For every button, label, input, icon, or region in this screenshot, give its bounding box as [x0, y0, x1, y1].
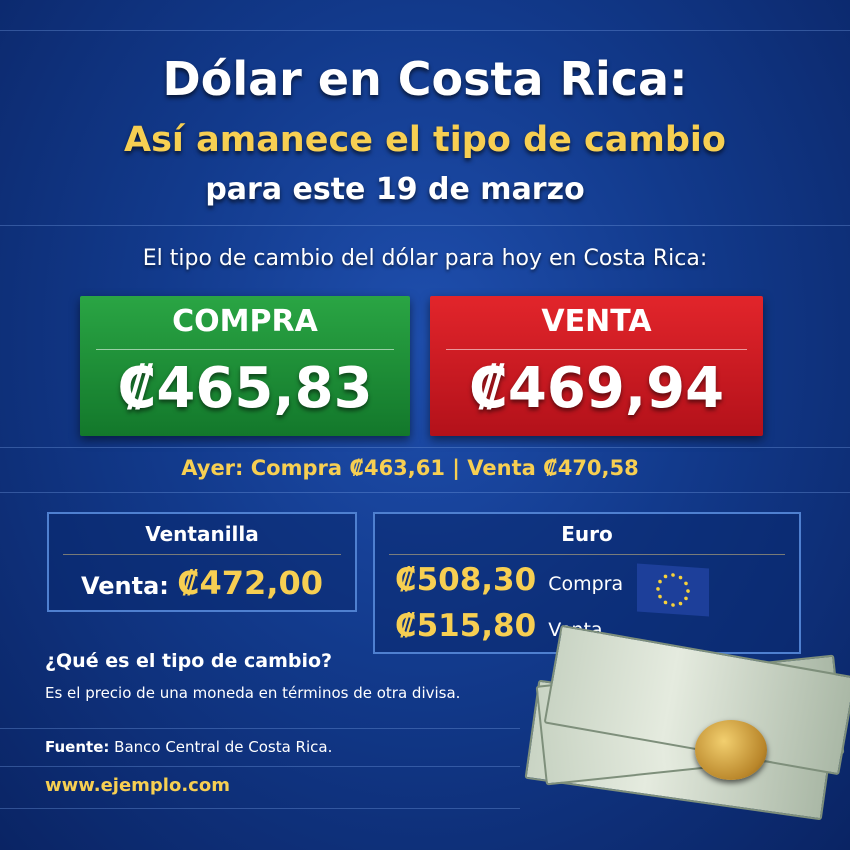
info-question: ¿Qué es el tipo de cambio? [45, 650, 333, 672]
divider [63, 554, 341, 555]
star-icon [663, 600, 668, 605]
divider [0, 808, 520, 809]
money-image [520, 624, 850, 830]
star-icon [671, 573, 675, 577]
divider [0, 447, 850, 448]
euro-venta-value: ₡515,80 [395, 608, 537, 644]
venta-card: VENTA ₡469,94 [430, 296, 763, 436]
divider [0, 30, 850, 31]
star-icon [656, 587, 660, 591]
website-link[interactable]: www.ejemplo.com [45, 775, 230, 796]
source-line: Fuente: Banco Central de Costa Rica. [45, 738, 332, 756]
star-icon [684, 581, 688, 586]
divider [389, 554, 785, 555]
divider [96, 349, 394, 350]
date-line: para este 19 de marzo [205, 172, 585, 207]
coin-icon [695, 720, 767, 780]
intro-text: El tipo de cambio del dólar para hoy en … [142, 246, 708, 271]
yesterday-rates: Ayer: Compra ₡463,61 | Venta ₡470,58 [181, 456, 639, 480]
divider [446, 349, 747, 350]
star-icon [684, 596, 688, 601]
star-icon [678, 575, 683, 580]
venta-label: VENTA [541, 304, 652, 339]
info-answer: Es el precio de una moneda en términos d… [45, 684, 461, 702]
euro-title: Euro [561, 522, 613, 546]
venta-value: ₡469,94 [468, 356, 725, 421]
ventanilla-row: Venta: ₡472,00 [49, 564, 355, 602]
ventanilla-label: Venta: [81, 572, 169, 600]
divider [0, 728, 520, 729]
compra-value: ₡465,83 [117, 356, 373, 421]
star-icon [663, 574, 668, 579]
star-icon [671, 603, 675, 607]
euro-compra-row: ₡508,30 Compra [395, 562, 623, 598]
compra-label: COMPRA [172, 304, 318, 339]
star-icon [658, 594, 662, 599]
ventanilla-title: Ventanilla [145, 522, 259, 546]
ventanilla-value: ₡472,00 [177, 564, 323, 602]
divider [0, 225, 850, 226]
euro-compra-label: Compra [548, 573, 624, 595]
page-subtitle: Así amanece el tipo de cambio [124, 120, 726, 160]
compra-card: COMPRA ₡465,83 [80, 296, 410, 436]
euro-panel: Euro ₡508,30 Compra ₡515,80 Venta [373, 512, 801, 654]
eu-flag-icon [637, 563, 709, 617]
star-icon [686, 589, 690, 593]
euro-compra-value: ₡508,30 [395, 562, 537, 598]
divider [0, 766, 520, 767]
star-icon [678, 601, 683, 606]
page-title: Dólar en Costa Rica: [162, 52, 688, 106]
divider [0, 492, 850, 493]
star-icon [658, 579, 662, 584]
ventanilla-panel: Ventanilla Venta: ₡472,00 [47, 512, 357, 612]
source-text: Banco Central de Costa Rica. [114, 738, 333, 756]
source-label: Fuente: [45, 738, 110, 756]
